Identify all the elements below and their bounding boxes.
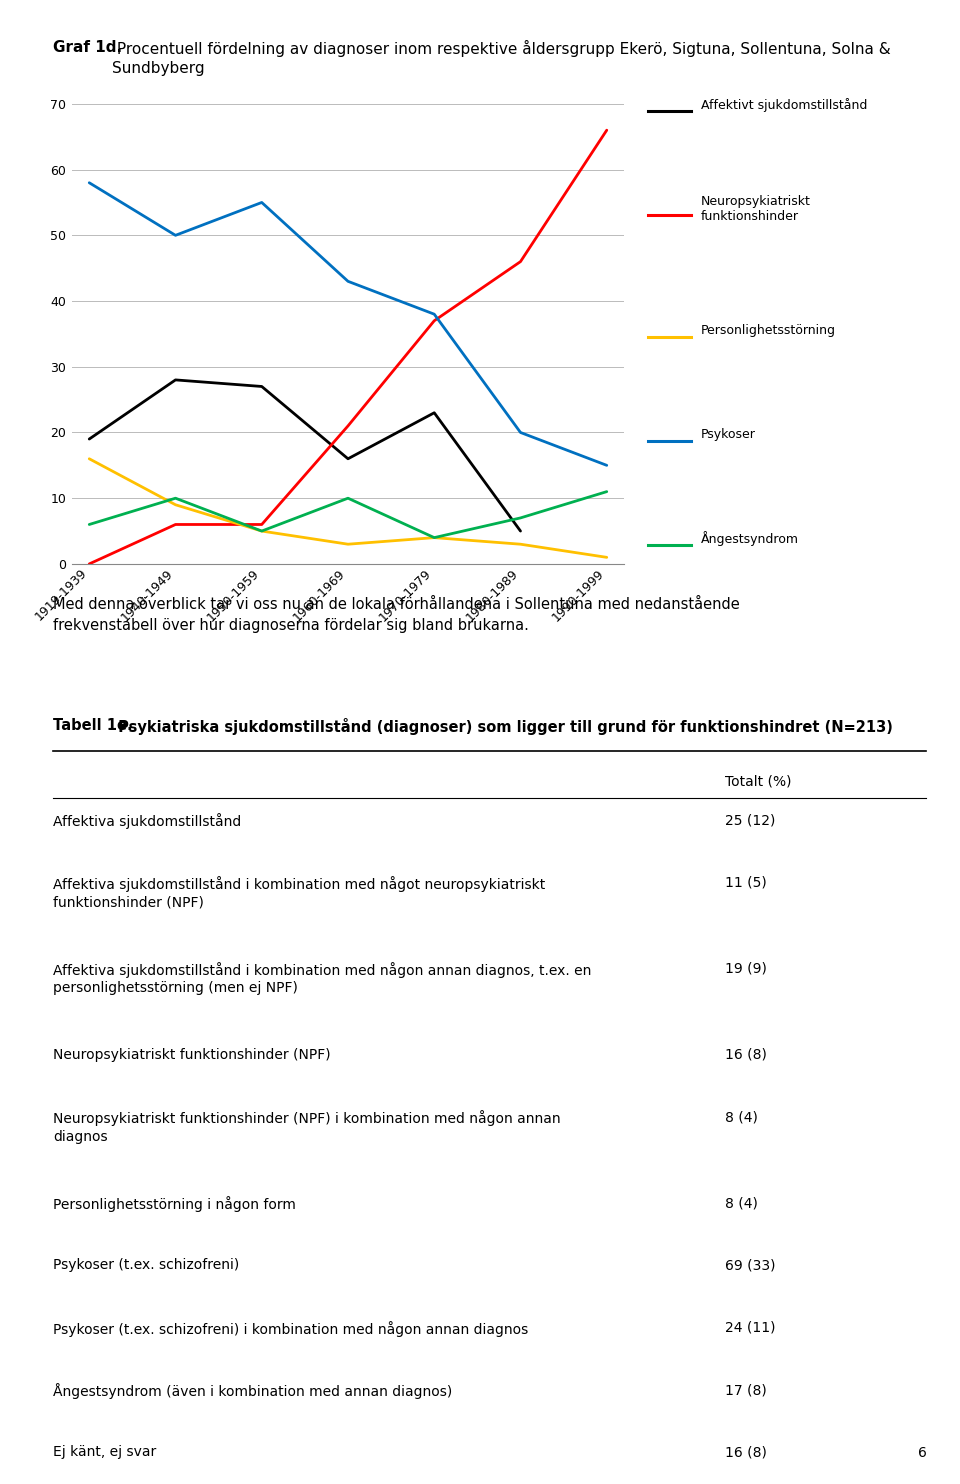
- Text: 16 (8): 16 (8): [725, 1445, 767, 1459]
- Text: 16 (8): 16 (8): [725, 1048, 767, 1061]
- Text: Affektivt sjukdomstillstånd: Affektivt sjukdomstillstånd: [701, 98, 867, 113]
- Text: Ej känt, ej svar: Ej känt, ej svar: [53, 1445, 156, 1459]
- Text: Psykoser: Psykoser: [701, 429, 756, 441]
- Text: 11 (5): 11 (5): [725, 876, 766, 889]
- Text: Tabell 1e.: Tabell 1e.: [53, 718, 132, 733]
- Text: Neuropsykiatriskt funktionshinder (NPF): Neuropsykiatriskt funktionshinder (NPF): [53, 1048, 330, 1061]
- Text: Affektiva sjukdomstillstånd: Affektiva sjukdomstillstånd: [53, 813, 241, 830]
- Text: Psykiatriska sjukdomstillstånd (diagnoser) som ligger till grund för funktionshi: Psykiatriska sjukdomstillstånd (diagnose…: [113, 718, 893, 735]
- Text: Personlighetsstörning: Personlighetsstörning: [701, 325, 836, 337]
- Text: Ångestsyndrom (även i kombination med annan diagnos): Ångestsyndrom (även i kombination med an…: [53, 1383, 452, 1399]
- Text: Psykoser (t.ex. schizofreni) i kombination med någon annan diagnos: Psykoser (t.ex. schizofreni) i kombinati…: [53, 1321, 528, 1337]
- Text: Neuropsykiatriskt funktionshinder (NPF) i kombination med någon annan
diagnos: Neuropsykiatriskt funktionshinder (NPF) …: [53, 1110, 561, 1144]
- Text: 8 (4): 8 (4): [725, 1110, 757, 1123]
- Text: 24 (11): 24 (11): [725, 1321, 776, 1334]
- Text: Ångestsyndrom: Ångestsyndrom: [701, 531, 799, 546]
- Text: Psykoser (t.ex. schizofreni): Psykoser (t.ex. schizofreni): [53, 1258, 239, 1272]
- Text: 69 (33): 69 (33): [725, 1258, 776, 1272]
- Text: Affektiva sjukdomstillstånd i kombination med någon annan diagnos, t.ex. en
pers: Affektiva sjukdomstillstånd i kombinatio…: [53, 962, 591, 996]
- Text: Graf 1d.: Graf 1d.: [53, 40, 122, 55]
- Text: 17 (8): 17 (8): [725, 1383, 766, 1396]
- Text: Personlighetsstörning i någon form: Personlighetsstörning i någon form: [53, 1196, 296, 1212]
- Text: Neuropsykiatriskt
funktionshinder: Neuropsykiatriskt funktionshinder: [701, 194, 810, 224]
- Text: Affektiva sjukdomstillstånd i kombination med något neuropsykiatriskt
funktionsh: Affektiva sjukdomstillstånd i kombinatio…: [53, 876, 545, 910]
- Text: 6: 6: [918, 1447, 926, 1460]
- Text: Procentuell fördelning av diagnoser inom respektive åldersgrupp Ekerö, Sigtuna, : Procentuell fördelning av diagnoser inom…: [112, 40, 891, 76]
- Text: Med denna överblick tar vi oss nu an de lokala förhållandena i Sollentuna med ne: Med denna överblick tar vi oss nu an de …: [53, 597, 739, 634]
- Text: 19 (9): 19 (9): [725, 962, 767, 975]
- Text: Totalt (%): Totalt (%): [725, 775, 791, 788]
- Text: 25 (12): 25 (12): [725, 813, 775, 827]
- Text: 8 (4): 8 (4): [725, 1196, 757, 1209]
